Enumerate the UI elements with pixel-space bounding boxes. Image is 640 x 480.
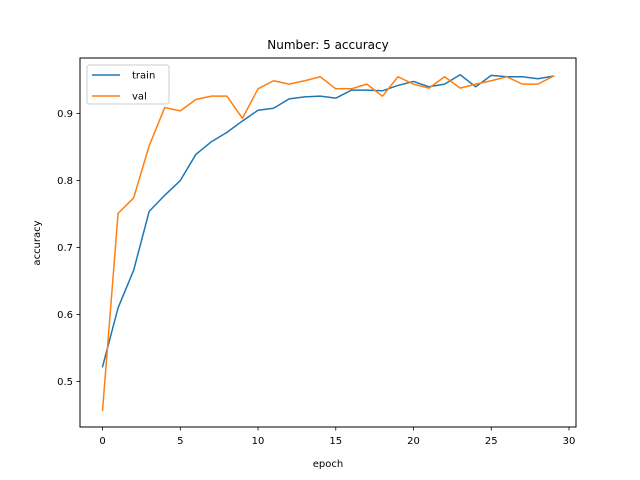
x-tick-label: 20	[407, 436, 420, 447]
x-axis-title: epoch	[313, 459, 343, 470]
x-axis-ticks: 0 5 10 15 20 25 30	[99, 427, 575, 447]
series-layer	[101, 73, 555, 412]
x-tick-label: 30	[563, 436, 576, 447]
y-tick-label: 0.5	[57, 377, 73, 388]
legend-label-val: val	[132, 92, 147, 103]
x-tick-label: 5	[177, 436, 183, 447]
y-tick-label: 0.9	[57, 109, 73, 120]
series-line-val	[101, 75, 555, 412]
chart-title: Number: 5 accuracy	[267, 38, 388, 52]
y-tick-label: 0.6	[57, 310, 73, 321]
y-tick-label: 0.8	[57, 176, 73, 187]
legend-box	[86, 64, 170, 105]
legend-label-train: train	[132, 71, 155, 82]
x-tick-label: 10	[252, 436, 265, 447]
y-axis-title: accuracy	[32, 220, 43, 265]
series-line-train	[101, 73, 555, 368]
x-tick-label: 25	[485, 436, 498, 447]
plot-area	[79, 57, 577, 428]
y-axis-ticks: 0.5 0.6 0.7 0.8 0.9	[57, 109, 80, 388]
x-tick-label: 0	[99, 436, 105, 447]
legend: train val	[86, 64, 170, 105]
x-tick-label: 15	[329, 436, 342, 447]
y-tick-label: 0.7	[57, 243, 73, 254]
